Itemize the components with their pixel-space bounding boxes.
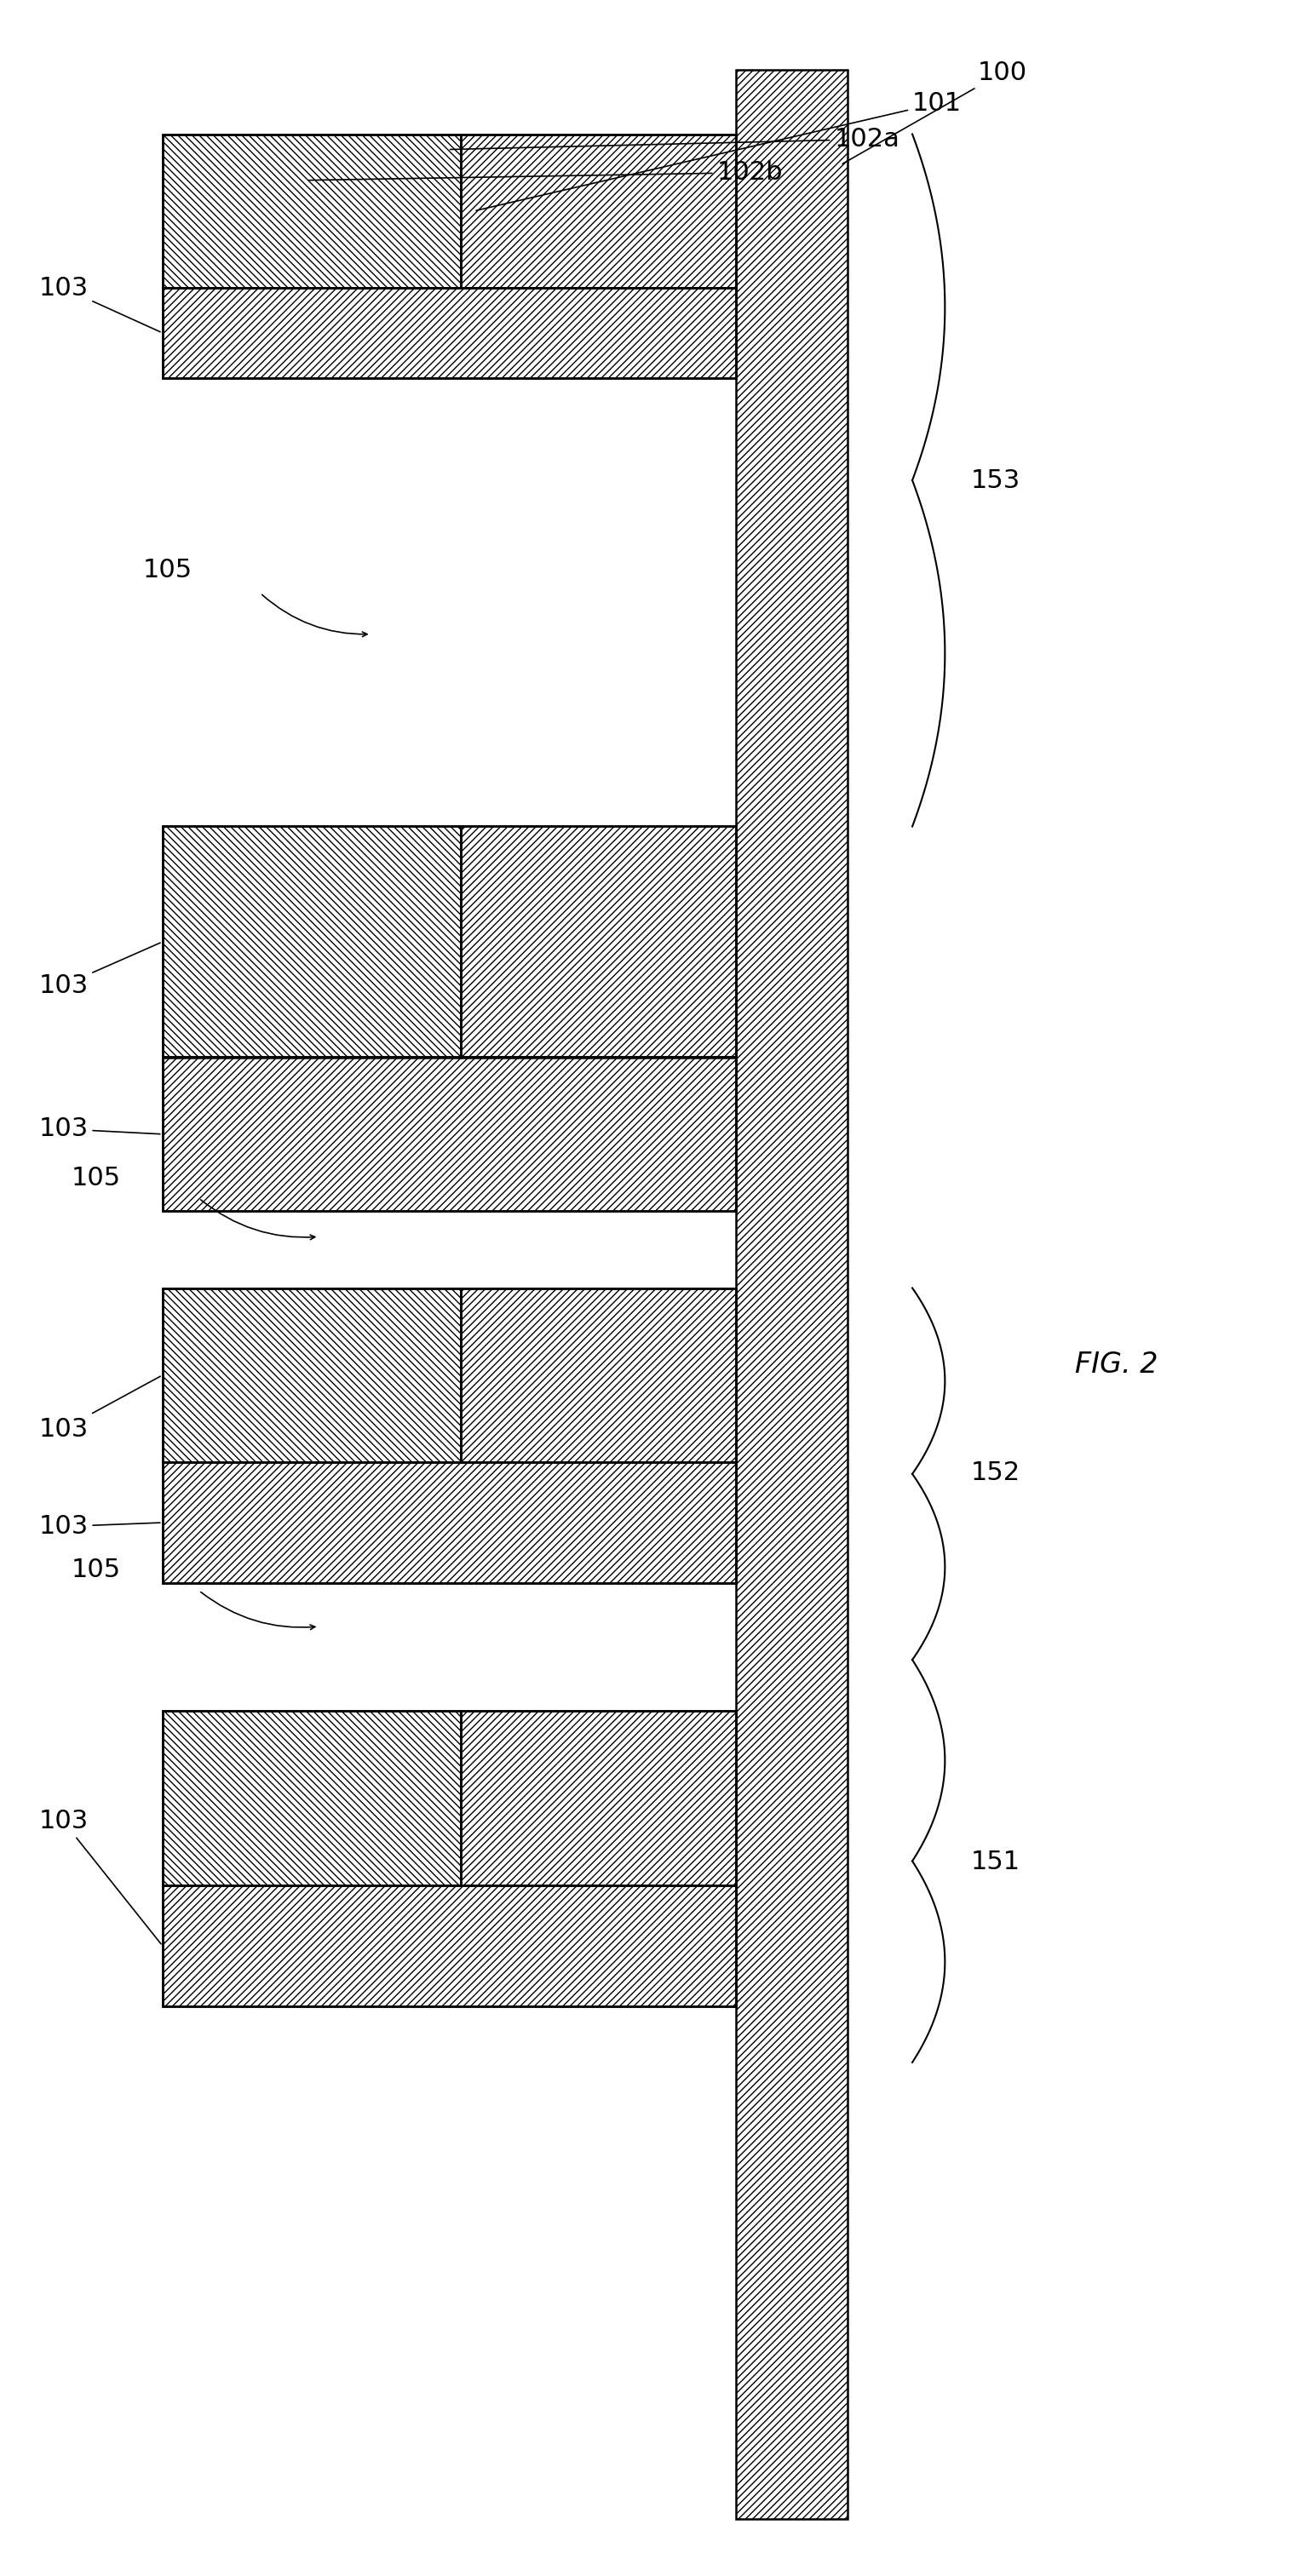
Text: 103: 103 [38,1515,161,1538]
Bar [162,134,736,379]
Bar [461,827,736,1056]
Text: FIG. 2: FIG. 2 [1075,1350,1158,1378]
Text: 103: 103 [38,1115,161,1141]
Bar [162,1288,461,1463]
Text: 151: 151 [971,1850,1020,1875]
Text: 152: 152 [971,1461,1020,1484]
Bar [162,1288,736,1582]
Text: 100: 100 [842,59,1026,165]
Text: 105: 105 [71,1558,121,1582]
Text: 103: 103 [38,943,161,997]
Text: 102a: 102a [450,126,900,152]
Bar [461,134,736,289]
Bar [162,1886,736,2007]
Text: 103: 103 [38,1376,161,1443]
Text: 103: 103 [38,276,161,332]
Bar [162,134,461,289]
Bar [461,1288,736,1463]
Bar [162,827,461,1056]
Bar [461,1710,736,1886]
Text: 105: 105 [143,556,192,582]
Text: 103: 103 [38,1808,161,1945]
Bar [162,1710,736,2007]
Bar [736,70,848,2519]
Bar [162,1056,736,1211]
Bar [162,1710,461,1886]
Bar [162,1463,736,1582]
Bar [162,827,736,1211]
Text: 153: 153 [971,469,1021,492]
Text: 102b: 102b [308,160,783,185]
Text: 105: 105 [71,1164,121,1190]
Text: 101: 101 [476,90,962,211]
Bar [162,289,736,379]
